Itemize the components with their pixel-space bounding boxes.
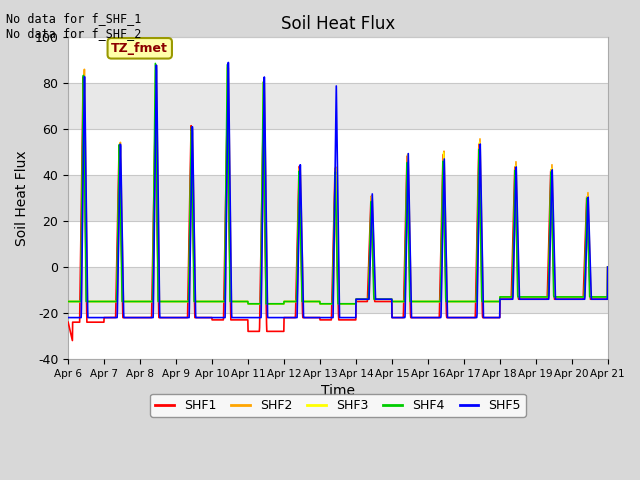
Title: Soil Heat Flux: Soil Heat Flux xyxy=(281,15,395,33)
Text: No data for f_SHF_1: No data for f_SHF_1 xyxy=(6,12,142,24)
Bar xyxy=(68,175,608,221)
X-axis label: Time: Time xyxy=(321,384,355,398)
Bar xyxy=(68,37,608,83)
Bar xyxy=(68,221,608,267)
Bar xyxy=(68,267,608,313)
Text: TZ_fmet: TZ_fmet xyxy=(111,42,168,55)
Bar xyxy=(68,83,608,129)
Bar xyxy=(68,313,608,359)
Legend: SHF1, SHF2, SHF3, SHF4, SHF5: SHF1, SHF2, SHF3, SHF4, SHF5 xyxy=(150,394,526,417)
Y-axis label: Soil Heat Flux: Soil Heat Flux xyxy=(15,150,29,246)
Bar xyxy=(68,129,608,175)
Text: No data for f_SHF_2: No data for f_SHF_2 xyxy=(6,27,142,40)
